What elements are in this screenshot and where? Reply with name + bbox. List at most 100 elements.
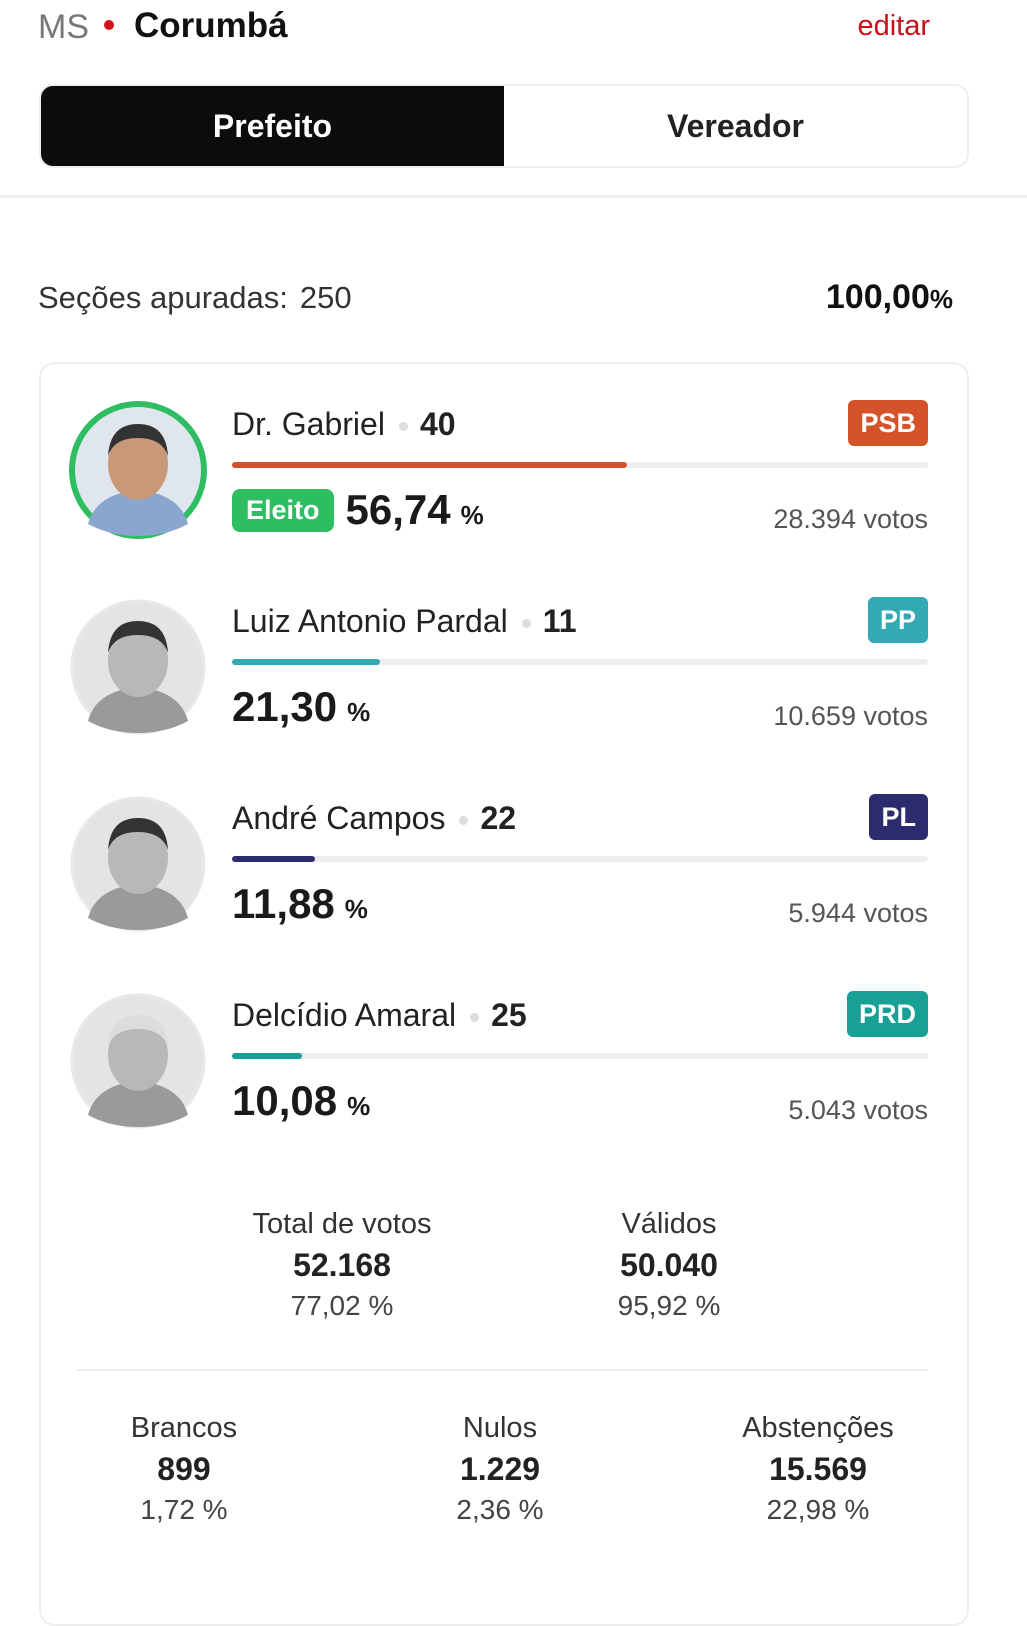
vote-share: 10,08% — [232, 1077, 370, 1125]
percent-unit: % — [344, 894, 368, 924]
candidate-number: 40 — [419, 406, 456, 442]
tab[interactable]: Prefeito — [41, 86, 504, 166]
percent-value: 11,88 — [232, 880, 335, 927]
photo-hair — [108, 1015, 168, 1047]
separator-dot — [459, 816, 469, 826]
vote-count: 5.043 votos — [788, 1095, 928, 1125]
tab-bar: Prefeito Vereador — [39, 84, 969, 168]
summary-item: Total de votos 52.168 77,02 % — [192, 1208, 492, 1322]
divider — [77, 1369, 928, 1371]
progress-track — [232, 462, 928, 468]
summary-item: Nulos 1.229 2,36 % — [350, 1412, 650, 1526]
elected-badge: Eleito — [232, 488, 334, 532]
percent-unit: % — [347, 697, 371, 727]
candidate-name: Dr. Gabriel 40 — [232, 406, 456, 443]
candidate-row: Luiz Antonio Pardal 11 PP 21,30% 10.659 voto… — [0, 597, 1027, 794]
percent-value: 56,74 — [345, 486, 451, 533]
candidate-name: André Campos 22 — [232, 800, 516, 837]
name-text: Luiz Antonio Pardal — [232, 603, 508, 639]
label: Válidos — [621, 1208, 717, 1240]
percent: 95,92 % — [617, 1290, 721, 1321]
photo-hair — [108, 818, 168, 850]
edit-link[interactable]: editar — [857, 10, 930, 42]
party-badge: PRD — [846, 991, 928, 1037]
percent: 2,36 % — [456, 1494, 544, 1525]
progress-track — [232, 856, 928, 862]
photo-hair — [108, 621, 168, 653]
value: 100,00 — [825, 278, 930, 316]
candidate-row: Dr. Gabriel 40 PSB Eleito 56,74% 28.394 votos — [0, 400, 1027, 597]
label: Total de votos — [252, 1208, 432, 1240]
candidate-name: Luiz Antonio Pardal 11 — [232, 603, 577, 640]
photo-shoulders — [88, 1081, 188, 1127]
progress-track — [232, 1053, 928, 1059]
separator-dot — [521, 619, 531, 629]
vote-share: 11,88% — [232, 880, 368, 928]
photo-shoulders — [88, 884, 188, 930]
percent-unit: % — [347, 1091, 371, 1121]
label: Abstenções — [742, 1412, 894, 1444]
state: MS — [38, 8, 89, 46]
name-text: Dr. Gabriel — [232, 406, 385, 442]
tab[interactable]: Vereador — [504, 86, 967, 166]
photo-hair — [108, 424, 168, 456]
summary-item: Válidos 50.040 95,92 % — [519, 1208, 819, 1322]
party-badge: PSB — [848, 400, 928, 446]
divider — [0, 195, 1027, 198]
summary-item: Abstenções 15.569 22,98 % — [668, 1412, 968, 1526]
candidate-photo — [70, 599, 206, 735]
unit: % — [929, 284, 953, 314]
vote-count: 10.659 votos — [773, 701, 928, 731]
progress-bar — [232, 659, 381, 665]
candidate-row: Delcídio Amaral 25 PRD 10,08% 5.043 votos — [0, 991, 1027, 1188]
percent-value: 10,08 — [232, 1077, 338, 1124]
vote-count: 28.394 votos — [773, 504, 928, 534]
progress-bar — [232, 856, 315, 862]
percent-unit: % — [460, 500, 484, 530]
candidate-number: 22 — [480, 800, 517, 836]
sections-counted: Seções apuradas: 250 — [38, 280, 352, 316]
percent: 77,02 % — [290, 1290, 394, 1321]
progress-bar — [232, 462, 627, 468]
percent: 22,98 % — [766, 1494, 870, 1525]
vote-share: 21,30% — [232, 683, 370, 731]
photo-shoulders — [88, 490, 188, 536]
sections-percent: 100,00% — [826, 278, 953, 317]
city: Corumbá — [134, 6, 288, 45]
label: Nulos — [462, 1412, 538, 1444]
photo-face — [108, 822, 168, 894]
photo-face — [108, 1019, 168, 1091]
separator-dot — [398, 422, 408, 432]
vote-count: 5.944 votos — [788, 898, 928, 928]
candidate-photo — [70, 796, 206, 932]
separator-dot — [470, 1013, 480, 1023]
photo-face — [108, 428, 168, 500]
percent-value: 21,30 — [232, 683, 338, 730]
candidate-photo — [70, 993, 206, 1129]
name-text: André Campos — [232, 800, 446, 836]
photo-shoulders — [88, 687, 188, 733]
photo-face — [108, 625, 168, 697]
summary-item: Brancos 899 1,72 % — [34, 1412, 334, 1526]
vote-share: Eleito 56,74% — [232, 486, 484, 534]
party-badge: PP — [867, 597, 928, 643]
candidate-row: André Campos 22 PL 11,88% 5.944 votos — [0, 794, 1027, 991]
count: 250 — [299, 280, 352, 315]
value: 50.040 — [620, 1247, 718, 1283]
candidate-photo — [69, 401, 207, 539]
label: Seções apuradas: — [38, 280, 288, 315]
value: 1.229 — [459, 1451, 541, 1487]
candidate-number: 11 — [542, 603, 577, 639]
progress-bar — [232, 1053, 303, 1059]
value: 899 — [157, 1451, 211, 1487]
label: Brancos — [130, 1412, 238, 1444]
separator-dot — [104, 20, 114, 30]
candidate-number: 25 — [491, 997, 527, 1033]
candidate-name: Delcídio Amaral 25 — [232, 997, 527, 1034]
name-text: Delcídio Amaral — [232, 997, 457, 1033]
progress-track — [232, 659, 928, 665]
party-badge: PL — [869, 794, 928, 840]
value: 52.168 — [293, 1247, 391, 1283]
